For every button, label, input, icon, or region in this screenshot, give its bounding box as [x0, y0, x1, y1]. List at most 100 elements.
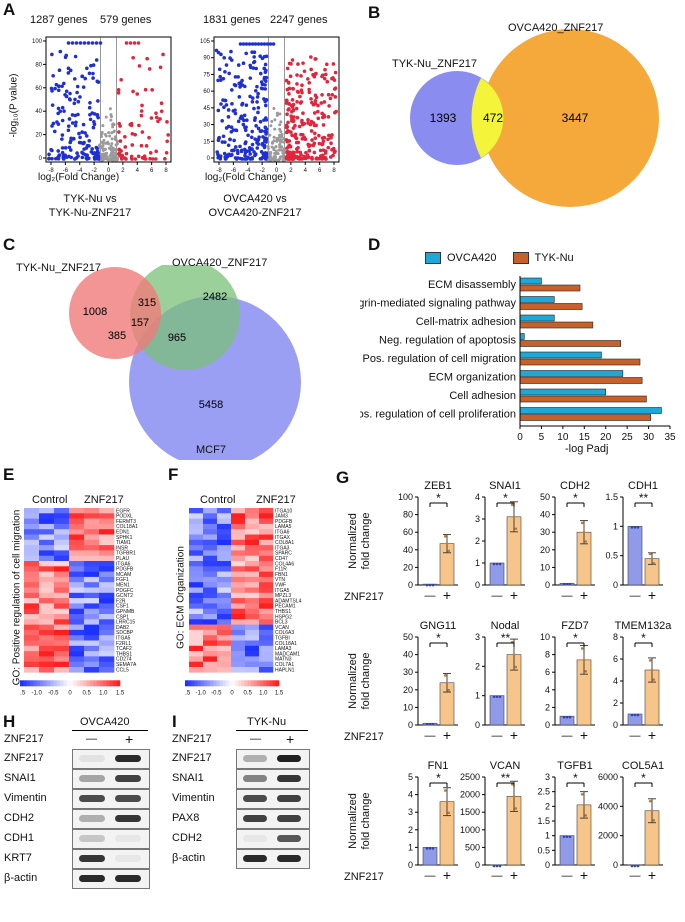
heatmap-f-cell	[231, 571, 246, 578]
heatmap-f-cell	[259, 608, 274, 615]
heatmap-f-cell	[245, 571, 260, 578]
heatmap-e-scale-swatch	[106, 680, 111, 687]
heatmap-e-cell	[84, 635, 100, 641]
chart-g-dot	[565, 715, 569, 719]
chart-g-x-tick-minus: —	[562, 870, 573, 882]
blot-h-band-znf217	[115, 775, 141, 782]
chart-g-y-tick: 60	[403, 527, 413, 537]
volcano-x-tick: 4	[136, 168, 140, 172]
chart-g-dot	[648, 799, 652, 803]
blot-i-band-znf217	[277, 775, 301, 782]
heatmap-f-cell	[189, 550, 204, 556]
heatmap-f-gene-label: COL4A6	[275, 561, 294, 567]
legend-swatch-tyknu	[512, 252, 529, 264]
blot-h-protein-label: SNAI1	[4, 772, 36, 784]
heatmap-f-scale-swatch	[216, 680, 220, 687]
heatmap-f-cell	[203, 576, 218, 583]
heatmap-f-cell	[189, 656, 204, 662]
heatmap-e-cell	[84, 566, 100, 572]
volcano-x-tick: -6	[63, 168, 69, 172]
heatmap-f-gene-label: ITGA6	[275, 530, 290, 536]
volcano-x-tick: 2	[289, 168, 293, 172]
chart-g-y-tick: 3	[475, 632, 480, 642]
volcano-x-tick: -4	[245, 168, 251, 172]
heatmap-e-scale-swatch	[53, 680, 57, 687]
heatmap-e-cell	[99, 629, 115, 636]
heatmap-e-scale-tick: 1.0	[99, 690, 108, 696]
chart-g-group-label: ZNF217	[344, 591, 384, 603]
heatmap-f-cell	[217, 629, 232, 636]
heatmap-e-cell	[84, 603, 100, 609]
heatmap-e-gene-label: CCL5	[116, 667, 129, 673]
chart-g-y-tick: 500	[465, 842, 480, 852]
chart-g-dot	[568, 715, 572, 719]
heatmap-e-cell	[54, 614, 70, 620]
blot-i-protein-label: SNAI1	[172, 772, 204, 784]
chart-g-sig: *	[573, 771, 578, 785]
heatmap-e-cell	[84, 555, 100, 562]
chart-g-dot	[650, 557, 654, 560]
chart-d-bar-ovca420	[519, 333, 525, 340]
chart-g-sig: *	[573, 491, 578, 505]
heatmap-e-scale-swatch	[100, 680, 104, 687]
venn-c-c-only: 5458	[199, 399, 223, 411]
heatmap-e-cell	[69, 667, 85, 673]
heatmap-e-cell	[99, 598, 115, 604]
chart-g-dot	[492, 562, 496, 566]
heatmap-f-gene-label: SPARC	[275, 551, 292, 557]
chart-d-x-tick: 30	[643, 432, 655, 442]
volcano-x-tick: -6	[231, 168, 237, 172]
heatmap-e-cell	[39, 635, 55, 641]
heatmap-f-cell	[245, 656, 260, 662]
heatmap-e-cell	[54, 529, 70, 535]
heatmap-f-cell	[189, 523, 204, 530]
heatmap-f-cell	[189, 651, 204, 657]
chart-g-dot	[443, 789, 447, 792]
heatmap-f-gene-label: HAPLN1	[275, 667, 295, 673]
chart-g-dot	[445, 542, 449, 545]
heatmap-f-cell	[217, 656, 232, 662]
heatmap-e-scale-swatch	[23, 680, 27, 687]
heatmap-f-cell	[203, 518, 218, 525]
heatmap-f-go-wrap: GO: ECM Organization	[172, 510, 187, 690]
heatmap-e-cell	[99, 635, 115, 641]
chart-g-y-label: Normalizedfold change	[347, 793, 372, 850]
venn-c-a-label: TYK-Nu_ZNF217	[16, 262, 101, 274]
heatmap-f-cell	[259, 635, 274, 641]
volcano1-down-count: 1287 genes	[30, 14, 88, 26]
heatmap-e-scale-swatch	[30, 680, 34, 687]
heatmap-f-cell	[259, 603, 274, 609]
heatmap-f-cell	[203, 661, 218, 668]
chart-g-dot	[495, 695, 499, 698]
heatmap-f-cell	[217, 603, 232, 609]
heatmap-e-cell	[24, 513, 40, 519]
heatmap-e-cell	[69, 545, 85, 551]
heatmap-e-cell	[84, 561, 100, 567]
heatmap-e-cell	[39, 508, 55, 514]
heatmap-f-scale-swatch	[250, 680, 255, 687]
chart-d-x-tick: 0	[517, 432, 523, 442]
heatmap-e-go-wrap: GO: Positive regulation of cell migratio…	[8, 510, 23, 690]
blot-h-band-control	[79, 775, 105, 782]
heatmap-e-cell	[69, 561, 85, 567]
heatmap-e-cell	[69, 656, 85, 662]
heatmap-f-cell	[189, 640, 204, 647]
heatmap-f-cell	[203, 624, 218, 631]
heatmap-f-cell	[259, 566, 274, 572]
heatmap-e-cell	[54, 587, 70, 594]
heatmap-e-gene-label: MCAM	[116, 572, 131, 578]
heatmap-f-cell	[245, 624, 260, 631]
heatmap-e-cell	[69, 598, 85, 604]
blot-h-cell-line: OVCA420	[80, 716, 130, 728]
chart-g-dot	[584, 670, 588, 673]
heatmap-e-cell	[39, 523, 55, 530]
chart-g-x-tick-minus: —	[492, 870, 503, 882]
blot-i-protein-label: CDH2	[172, 832, 202, 844]
heatmap-f-cell	[259, 624, 274, 631]
chart-g-y-tick: 0.5	[537, 845, 550, 855]
heatmap-e-cell	[54, 603, 70, 609]
volcano-x-tick: 0	[275, 168, 279, 172]
heatmap-f-cell	[245, 529, 260, 535]
heatmap-f-cell	[245, 629, 260, 636]
heatmap-e-cell	[24, 635, 40, 641]
